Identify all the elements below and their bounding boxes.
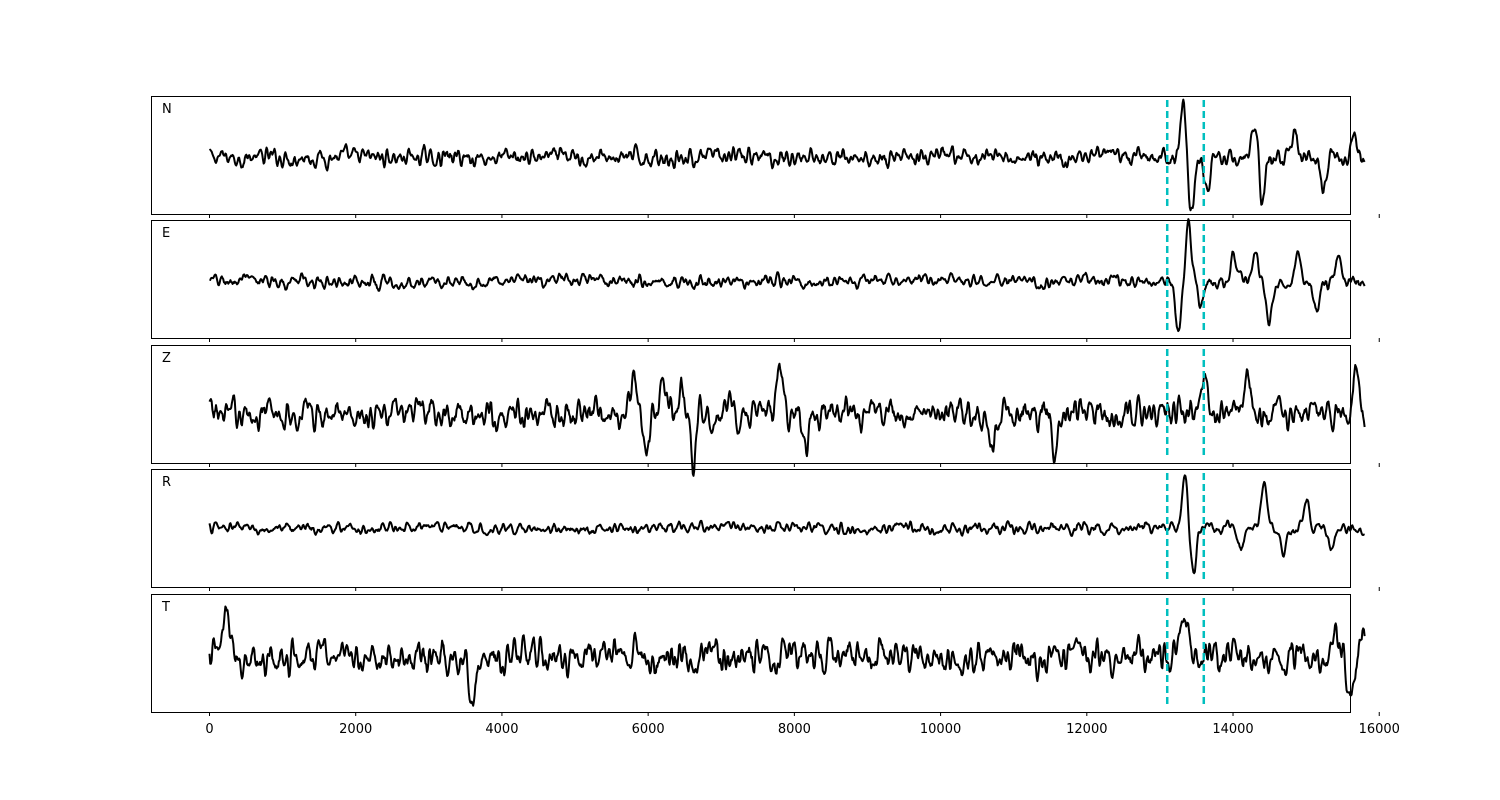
panel-label-t: T xyxy=(161,600,170,615)
x-tick-label-2000: 2000 xyxy=(339,722,372,737)
panel-label-e: E xyxy=(162,226,170,241)
x-tick-label-12000: 12000 xyxy=(1066,722,1107,737)
panel-frame-z xyxy=(151,345,1351,464)
waveform-n xyxy=(208,98,1366,212)
x-tick-label-8000: 8000 xyxy=(778,722,811,737)
panel-frame-t xyxy=(151,594,1351,713)
panel-label-r: R xyxy=(162,475,171,490)
x-tick-label-16000: 16000 xyxy=(1359,722,1400,737)
x-tick-label-10000: 10000 xyxy=(920,722,961,737)
panel-frame-e xyxy=(151,220,1351,339)
x-tick-label-4000: 4000 xyxy=(485,722,518,737)
waveform-t xyxy=(208,605,1366,707)
waveform-e xyxy=(209,218,1366,333)
waveform-z xyxy=(208,362,1366,477)
x-tick-label-0: 0 xyxy=(205,722,213,737)
panel-label-z: Z xyxy=(162,351,171,366)
waveform-r xyxy=(208,474,1365,575)
x-tick-label-6000: 6000 xyxy=(632,722,665,737)
panel-frame-n xyxy=(151,96,1351,215)
panel-label-n: N xyxy=(162,102,172,117)
x-tick-label-14000: 14000 xyxy=(1212,722,1253,737)
